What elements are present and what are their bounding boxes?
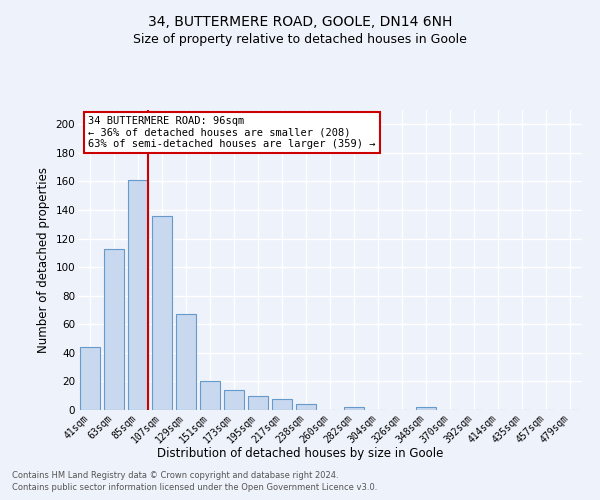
Bar xyxy=(248,396,268,410)
Text: Contains public sector information licensed under the Open Government Licence v3: Contains public sector information licen… xyxy=(12,484,377,492)
Bar xyxy=(224,390,244,410)
Text: Size of property relative to detached houses in Goole: Size of property relative to detached ho… xyxy=(133,32,467,46)
Bar xyxy=(272,398,292,410)
Bar xyxy=(176,314,196,410)
Bar xyxy=(200,382,220,410)
Y-axis label: Number of detached properties: Number of detached properties xyxy=(37,167,50,353)
Bar xyxy=(152,216,172,410)
Bar xyxy=(344,407,364,410)
Text: Distribution of detached houses by size in Goole: Distribution of detached houses by size … xyxy=(157,448,443,460)
Text: Contains HM Land Registry data © Crown copyright and database right 2024.: Contains HM Land Registry data © Crown c… xyxy=(12,471,338,480)
Bar xyxy=(104,248,124,410)
Bar xyxy=(80,347,100,410)
Text: 34, BUTTERMERE ROAD, GOOLE, DN14 6NH: 34, BUTTERMERE ROAD, GOOLE, DN14 6NH xyxy=(148,15,452,29)
Text: 34 BUTTERMERE ROAD: 96sqm
← 36% of detached houses are smaller (208)
63% of semi: 34 BUTTERMERE ROAD: 96sqm ← 36% of detac… xyxy=(88,116,376,149)
Bar xyxy=(416,407,436,410)
Bar xyxy=(128,180,148,410)
Bar xyxy=(296,404,316,410)
